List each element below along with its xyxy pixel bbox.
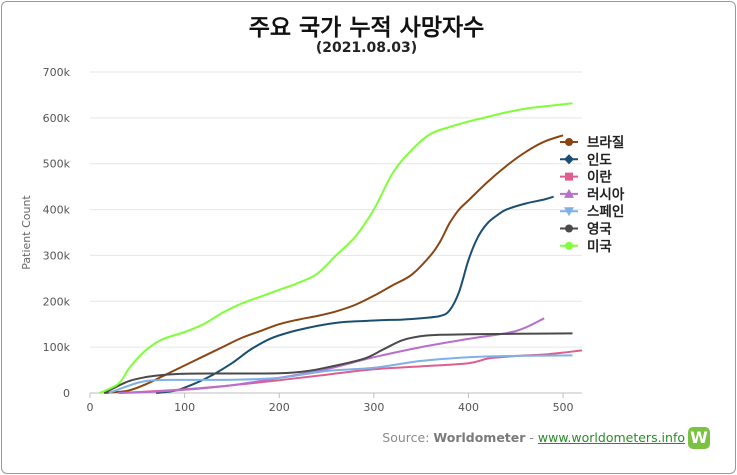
source-name: Worldometer: [433, 430, 526, 445]
legend-marker-3: [564, 188, 574, 198]
legend-marker-5: [565, 224, 573, 233]
y-tick-label: 300k: [43, 249, 71, 262]
x-tick-label: 400: [458, 401, 479, 414]
chart-subtitle: (2021.08.03): [315, 40, 418, 56]
axes: 0 100k 200k 300k 400k 500k 600k 700k 0 100 200 300 4…: [20, 66, 574, 414]
source-prefix: Source:: [382, 430, 434, 445]
x-tick-label: 500: [553, 401, 574, 414]
chart-title: 주요 국가 누적 사망자수: [248, 15, 485, 41]
series-line-0: [104, 134, 564, 394]
x-tick-label: 300: [363, 401, 384, 414]
legend-label-3: 러시아: [587, 186, 625, 203]
y-tick-label: 600k: [43, 112, 71, 125]
legend-label-6: 미국: [587, 239, 612, 255]
y-tick-label: 500k: [43, 158, 71, 171]
legend-marker-1: [564, 154, 574, 165]
worldometer-logo-icon: W: [688, 427, 710, 449]
y-tick-label: 200k: [43, 295, 71, 308]
series-line-5: [103, 332, 573, 394]
legend-label-4: 스페인: [587, 203, 624, 220]
y-tick-label: 0: [63, 387, 70, 400]
y-tick-label: 100k: [43, 341, 71, 354]
source-link[interactable]: www.worldometers.info: [537, 430, 685, 445]
y-tick-label: 700k: [43, 66, 71, 79]
legend-marker-2: [565, 172, 573, 181]
source-separator: -: [525, 430, 538, 445]
x-tick-label: 100: [174, 401, 195, 414]
legend-marker-4: [564, 207, 574, 217]
series-line-1: [156, 195, 554, 394]
legend-marker-0: [565, 138, 573, 146]
y-axis-title: Patient Count: [20, 195, 33, 270]
legend-label-5: 영국: [587, 221, 612, 238]
x-tick-label: 200: [269, 401, 290, 414]
legend-label-1: 인도: [587, 151, 612, 168]
grid-lines: [90, 71, 582, 394]
x-tick-label: 0: [87, 401, 94, 414]
series-line-3: [118, 317, 545, 394]
y-tick-label: 400k: [43, 204, 71, 217]
legend-label-2: 이란: [587, 169, 612, 186]
series-group: [99, 102, 583, 394]
legend-marker-6: [565, 241, 573, 250]
series-line-6: [99, 102, 573, 394]
legend-label-0: 브라질: [587, 135, 624, 151]
series-line-4: [108, 354, 573, 394]
source-credit: Source: Worldometer - www.worldometers.i…: [382, 430, 685, 445]
